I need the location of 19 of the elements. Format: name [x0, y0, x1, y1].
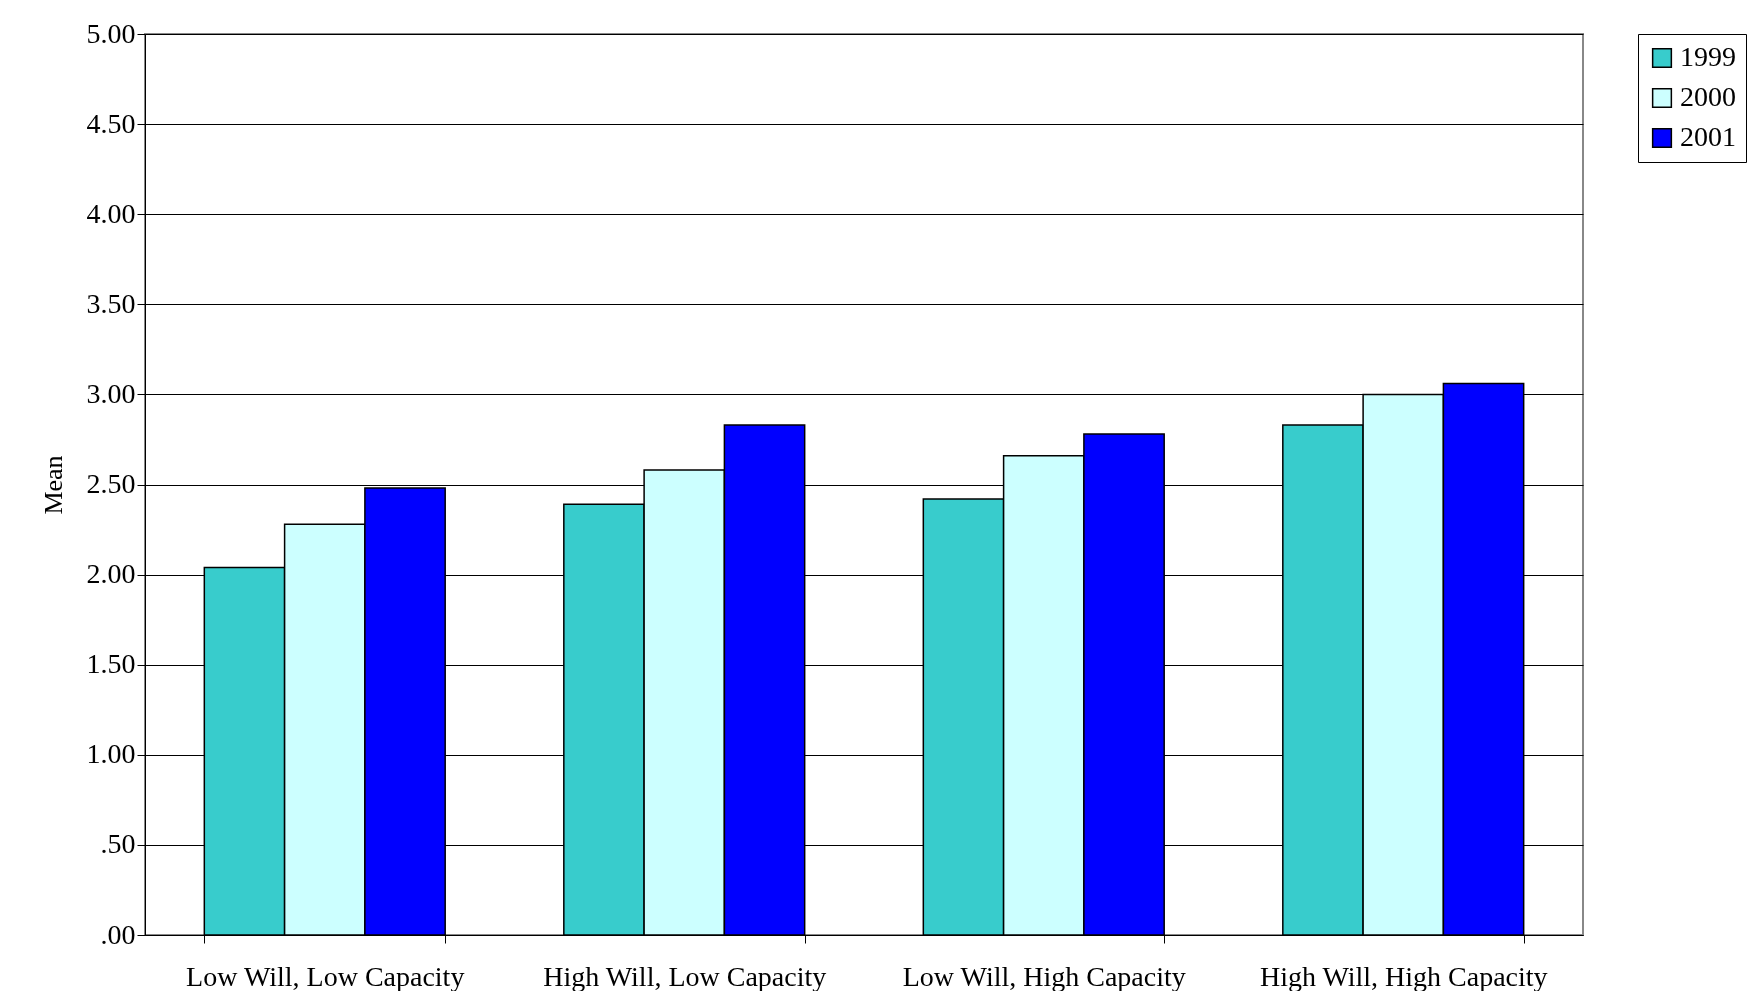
legend-label: 1999 [1680, 41, 1736, 72]
y-tick-label: 3.00 [86, 377, 136, 409]
y-tick-label: 1.00 [86, 738, 136, 770]
y-tick-label: 2.50 [86, 468, 136, 499]
y-tick-label: .00 [100, 918, 136, 950]
y-tick-label: 1.50 [86, 648, 136, 680]
y-tick-label: 5.00 [86, 17, 136, 49]
x-tick-label: High Will, High Capacity [1259, 960, 1548, 991]
y-axis-title: Mean [38, 455, 68, 515]
legend-label: 2001 [1680, 121, 1736, 152]
y-tick-label: 2.00 [86, 558, 136, 590]
x-tick-label: Low Will, Low Capacity [186, 960, 465, 991]
y-tick-label: 3.50 [86, 287, 136, 319]
y-tick-label: .50 [100, 828, 136, 860]
x-tick-label: Low Will, High Capacity [902, 960, 1186, 991]
legend-label: 2000 [1680, 81, 1736, 112]
x-tick-label: High Will, Low Capacity [543, 960, 827, 991]
y-tick-label: 4.00 [86, 197, 136, 229]
y-tick-label: 4.50 [86, 107, 136, 139]
